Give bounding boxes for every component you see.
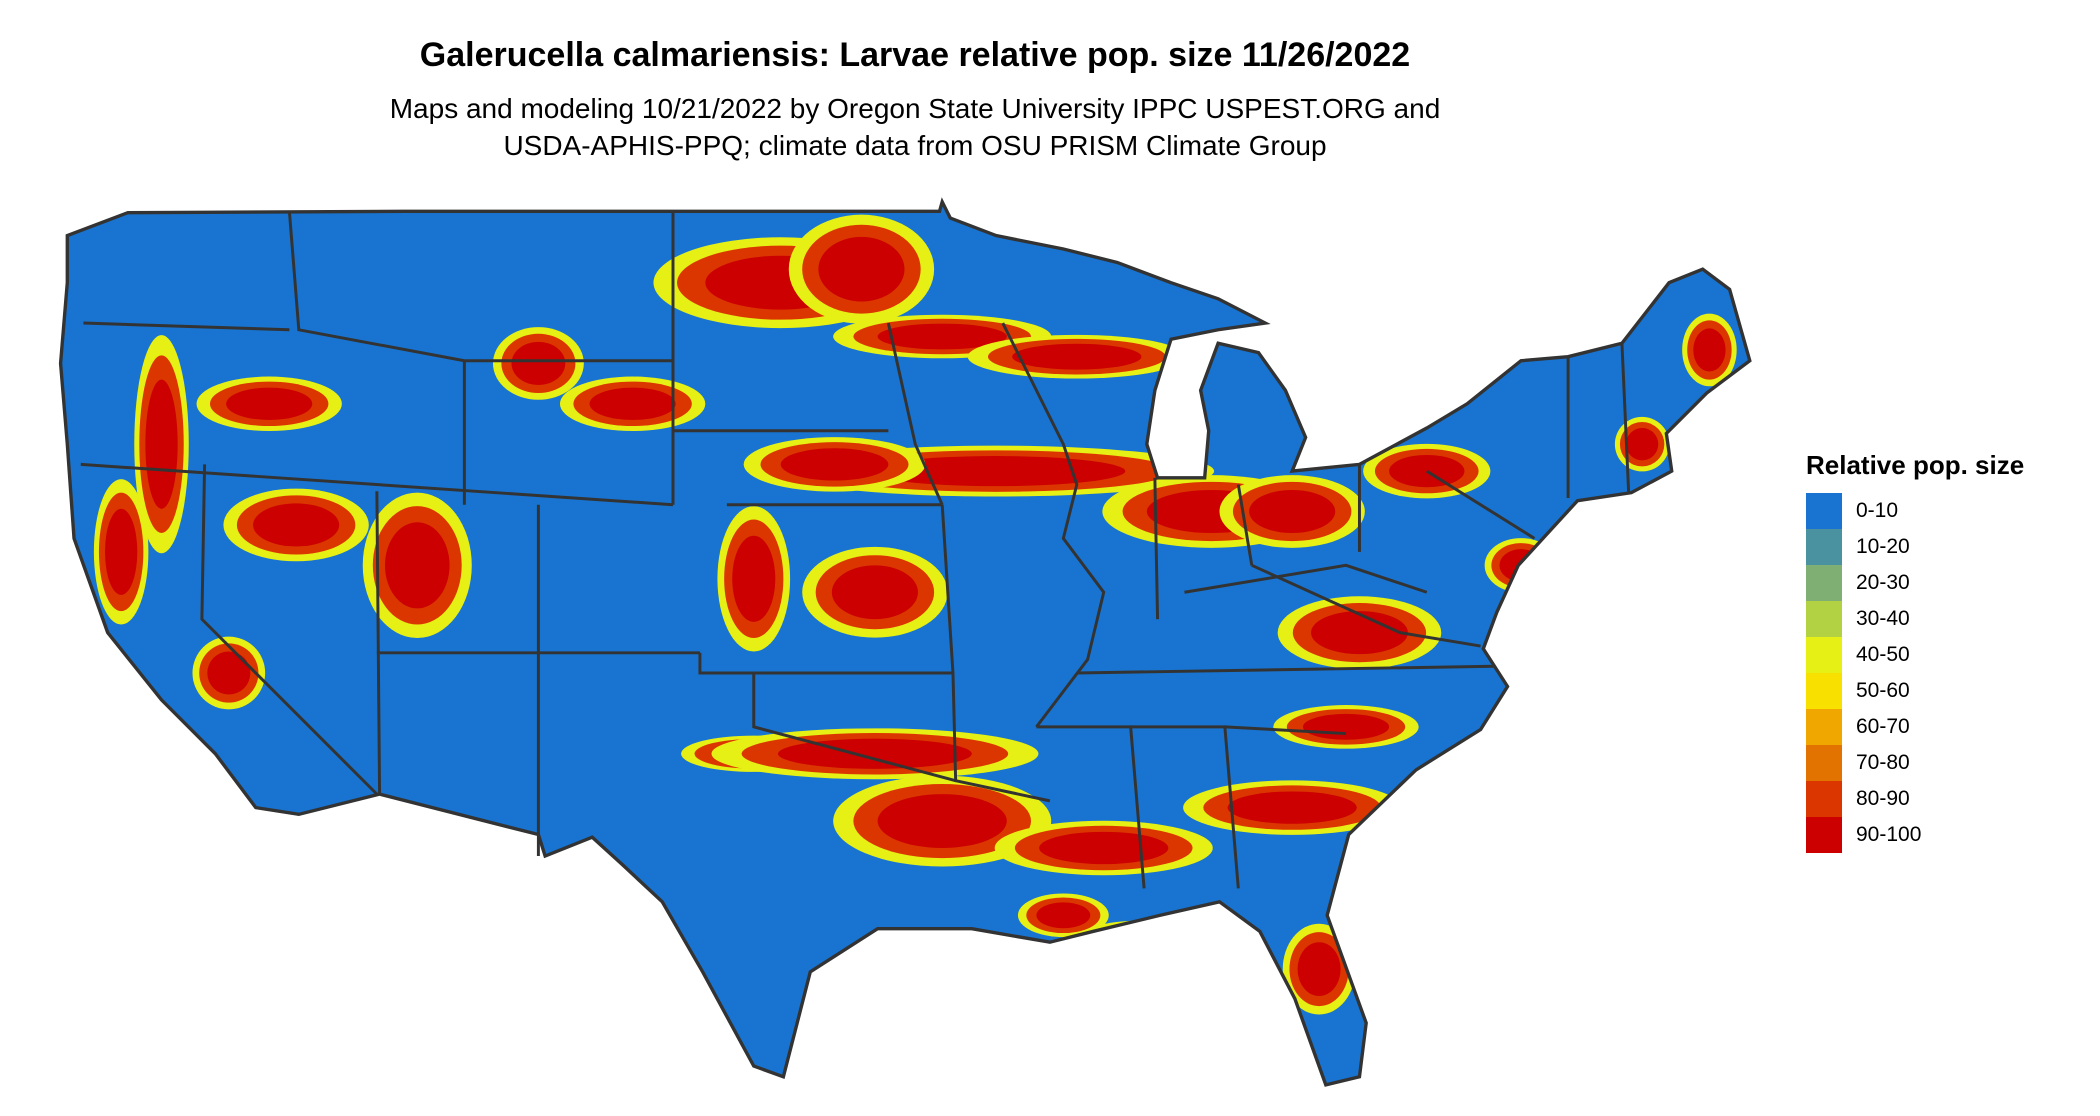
map-subtitle-line-1: Maps and modeling 10/21/2022 by Oregon S… — [389, 93, 1441, 124]
legend-label: 20-30 — [1856, 571, 1910, 594]
population-patch — [777, 738, 972, 769]
legend-swatch — [1806, 709, 1842, 745]
legend-label: 90-100 — [1856, 823, 1922, 846]
map-title: Galerucella calmariensis: Larvae relativ… — [419, 36, 1411, 74]
population-patch — [1036, 902, 1091, 929]
population-patch — [253, 503, 340, 547]
population-patch — [226, 387, 313, 420]
legend-swatch — [1806, 745, 1842, 781]
population-patch — [207, 651, 251, 695]
population-patch — [1039, 831, 1169, 865]
legend-label: 30-40 — [1856, 607, 1910, 630]
state-boundary — [886, 322, 944, 506]
population-patch — [1693, 328, 1726, 372]
population-patch — [1302, 713, 1390, 740]
legend-item: 10-20 — [1806, 529, 2024, 565]
state-boundary — [752, 672, 957, 783]
state-boundary — [940, 504, 1051, 803]
state-boundary — [1076, 664, 1495, 675]
legend-swatch — [1806, 781, 1842, 817]
map-subtitle-line-2: USDA-APHIS-PPQ; climate data from OSU PR… — [503, 130, 1327, 161]
legend-item: 30-40 — [1806, 601, 2024, 637]
legend-item: 50-60 — [1806, 673, 2024, 709]
legend-label: 70-80 — [1856, 751, 1910, 774]
state-boundary — [83, 321, 290, 332]
legend-label: 80-90 — [1856, 787, 1910, 810]
state-boundary — [1224, 725, 1347, 736]
population-patch — [511, 341, 566, 385]
state-boundary — [1184, 563, 1428, 594]
state-boundary — [1425, 469, 1536, 540]
population-patch — [1625, 428, 1659, 461]
population-patches — [93, 214, 1737, 1015]
state-boundary — [698, 652, 953, 675]
legend-swatch — [1806, 601, 1842, 637]
population-patch — [780, 448, 889, 481]
population-patch — [145, 379, 178, 509]
legend-item: 40-50 — [1806, 637, 2024, 673]
legend-label: 40-50 — [1856, 643, 1910, 666]
state-boundary — [1001, 322, 1106, 728]
state-boundary — [1236, 484, 1254, 566]
legend-label: 50-60 — [1856, 679, 1910, 702]
legend-item: 60-70 — [1806, 709, 2024, 745]
legend-label: 60-70 — [1856, 715, 1910, 738]
legend-label: 10-20 — [1856, 535, 1910, 558]
state-boundary — [1251, 563, 1481, 648]
legend-item: 0-10 — [1806, 493, 2024, 529]
legend-item: 90-100 — [1806, 817, 2024, 853]
population-patch — [831, 565, 918, 620]
legend-swatch — [1806, 637, 1842, 673]
state-boundary — [80, 462, 674, 507]
population-patch — [1499, 549, 1543, 582]
state-boundary — [200, 464, 378, 796]
state-boundary — [1153, 477, 1160, 620]
legend-swatch — [1806, 817, 1842, 853]
legend: Relative pop. size 0-10 10-20 20-30 30-40 40… — [1806, 450, 2024, 853]
population-patch — [1249, 489, 1336, 534]
state-boundaries — [80, 211, 1631, 889]
legend-item: 70-80 — [1806, 745, 2024, 781]
legend-title: Relative pop. size — [1806, 450, 2025, 480]
population-patch — [1311, 611, 1408, 655]
legend-label: 0-10 — [1856, 499, 1899, 522]
population-patch — [732, 535, 776, 622]
us-landmass — [60, 201, 1750, 1085]
population-patch — [589, 387, 676, 420]
legend-item: 20-30 — [1806, 565, 2024, 601]
population-patch — [104, 508, 138, 595]
population-patch — [877, 323, 1007, 350]
legend-swatch — [1806, 493, 1842, 529]
legend-swatch — [1806, 529, 1842, 565]
population-patch — [1227, 791, 1357, 824]
population-patch — [384, 522, 450, 609]
legend-swatch — [1806, 565, 1842, 601]
state-boundary — [1620, 343, 1631, 493]
population-patch — [818, 236, 905, 302]
population-patch — [1297, 942, 1341, 997]
legend-swatch — [1806, 673, 1842, 709]
us-outline — [58, 197, 1752, 1087]
population-patch — [877, 794, 1007, 848]
population-patch — [1012, 343, 1142, 370]
population-patch — [1101, 929, 1188, 956]
state-boundary — [375, 491, 382, 795]
state-boundary — [287, 211, 673, 363]
legend-item: 80-90 — [1806, 781, 2024, 817]
